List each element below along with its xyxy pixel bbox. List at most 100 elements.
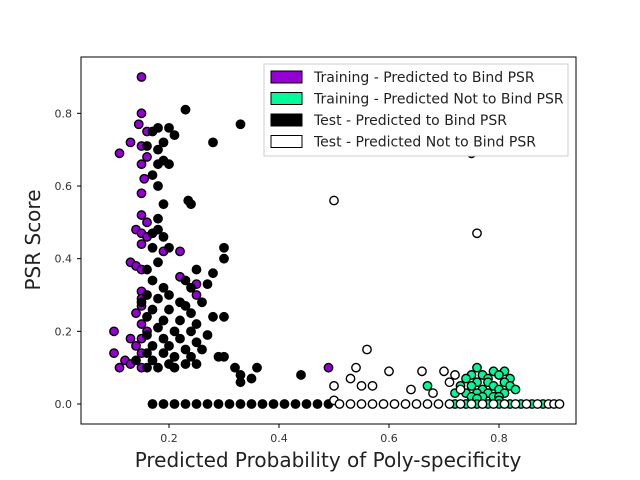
data-point — [169, 130, 180, 141]
data-point — [296, 370, 306, 380]
data-point — [169, 399, 180, 409]
data-point — [136, 108, 147, 119]
data-point — [158, 137, 169, 148]
data-point — [367, 380, 378, 391]
data-point — [208, 268, 218, 279]
data-point — [164, 304, 174, 315]
data-point — [142, 362, 152, 373]
data-point — [329, 380, 339, 391]
data-point — [142, 290, 152, 300]
data-point — [219, 311, 229, 322]
data-point — [153, 181, 163, 191]
series-test-predicted-not-to-bind-psr — [329, 148, 565, 409]
data-point — [147, 126, 158, 137]
data-point — [472, 362, 482, 373]
data-point — [186, 308, 196, 319]
data-point — [186, 199, 196, 210]
data-point — [142, 348, 152, 359]
legend-label: Training - Predicted Not to Bind PSR — [313, 92, 564, 108]
data-point — [235, 119, 246, 130]
data-point — [461, 373, 471, 384]
data-point — [477, 399, 488, 409]
data-point — [279, 399, 290, 409]
data-point — [351, 362, 361, 373]
data-point — [191, 319, 202, 329]
data-point — [114, 148, 125, 159]
data-point — [433, 399, 444, 409]
data-point — [389, 399, 400, 409]
data-point — [136, 72, 147, 82]
data-point — [142, 264, 152, 275]
data-point — [153, 362, 163, 373]
data-point — [147, 275, 158, 286]
data-point — [153, 213, 163, 224]
data-point — [147, 399, 158, 409]
data-point — [153, 257, 163, 268]
data-point — [136, 188, 147, 199]
data-point — [268, 399, 279, 409]
data-point — [164, 290, 174, 300]
data-point — [158, 399, 169, 409]
data-point — [169, 351, 180, 362]
y-tick-label: 0.2 — [55, 325, 73, 338]
data-point — [450, 370, 460, 380]
data-point — [147, 170, 158, 180]
data-point — [136, 210, 147, 220]
data-point — [136, 319, 147, 329]
data-point — [180, 344, 191, 355]
data-point — [164, 340, 174, 351]
data-point — [472, 228, 482, 239]
legend: Training - Predicted to Bind PSR Training… — [263, 63, 569, 157]
data-point — [510, 399, 521, 409]
data-point — [208, 311, 218, 322]
x-axis-ticks: 0.2 0.4 0.6 0.8 — [160, 424, 508, 445]
data-point — [532, 399, 543, 409]
data-point — [180, 359, 191, 369]
data-point — [224, 399, 235, 409]
data-point — [246, 399, 257, 409]
data-point — [417, 366, 427, 377]
legend-label: Training - Predicted to Bind PSR — [313, 70, 535, 86]
data-point — [411, 399, 422, 409]
data-point — [345, 399, 356, 409]
data-point — [153, 224, 163, 235]
data-point — [406, 384, 416, 395]
y-tick-label: 0.8 — [55, 107, 73, 120]
legend-swatch — [270, 70, 303, 84]
x-tick-label: 0.8 — [490, 432, 508, 445]
series-test-predicted-to-bind-psr — [131, 104, 334, 409]
data-point — [180, 104, 191, 115]
data-point — [362, 344, 372, 355]
data-point — [136, 239, 147, 250]
y-tick-label: 0.4 — [55, 253, 73, 266]
y-axis-ticks: 0.0 0.2 0.4 0.6 0.8 — [55, 107, 81, 411]
data-point — [158, 333, 169, 344]
data-point — [142, 152, 152, 162]
data-point — [153, 144, 163, 155]
data-point — [378, 399, 389, 409]
data-point — [164, 242, 174, 253]
data-point — [164, 122, 174, 133]
data-point — [197, 297, 207, 308]
data-point — [384, 366, 394, 377]
legend-label: Test - Predicted Not to Bind PSR — [313, 135, 536, 151]
data-point — [208, 137, 218, 148]
data-point — [466, 399, 477, 409]
data-point — [290, 399, 301, 409]
data-point — [136, 159, 147, 170]
data-point — [133, 119, 144, 130]
data-point — [191, 290, 202, 300]
data-point — [197, 344, 207, 355]
y-tick-label: 0.0 — [55, 398, 73, 411]
data-point — [153, 322, 163, 333]
data-point — [180, 399, 191, 409]
data-point — [125, 137, 136, 148]
data-point — [510, 384, 521, 395]
data-point — [175, 333, 185, 344]
data-point — [230, 362, 240, 373]
data-point — [345, 373, 356, 384]
data-point — [186, 282, 196, 293]
data-point — [180, 301, 191, 311]
data-point — [186, 326, 196, 337]
data-point — [455, 384, 466, 395]
